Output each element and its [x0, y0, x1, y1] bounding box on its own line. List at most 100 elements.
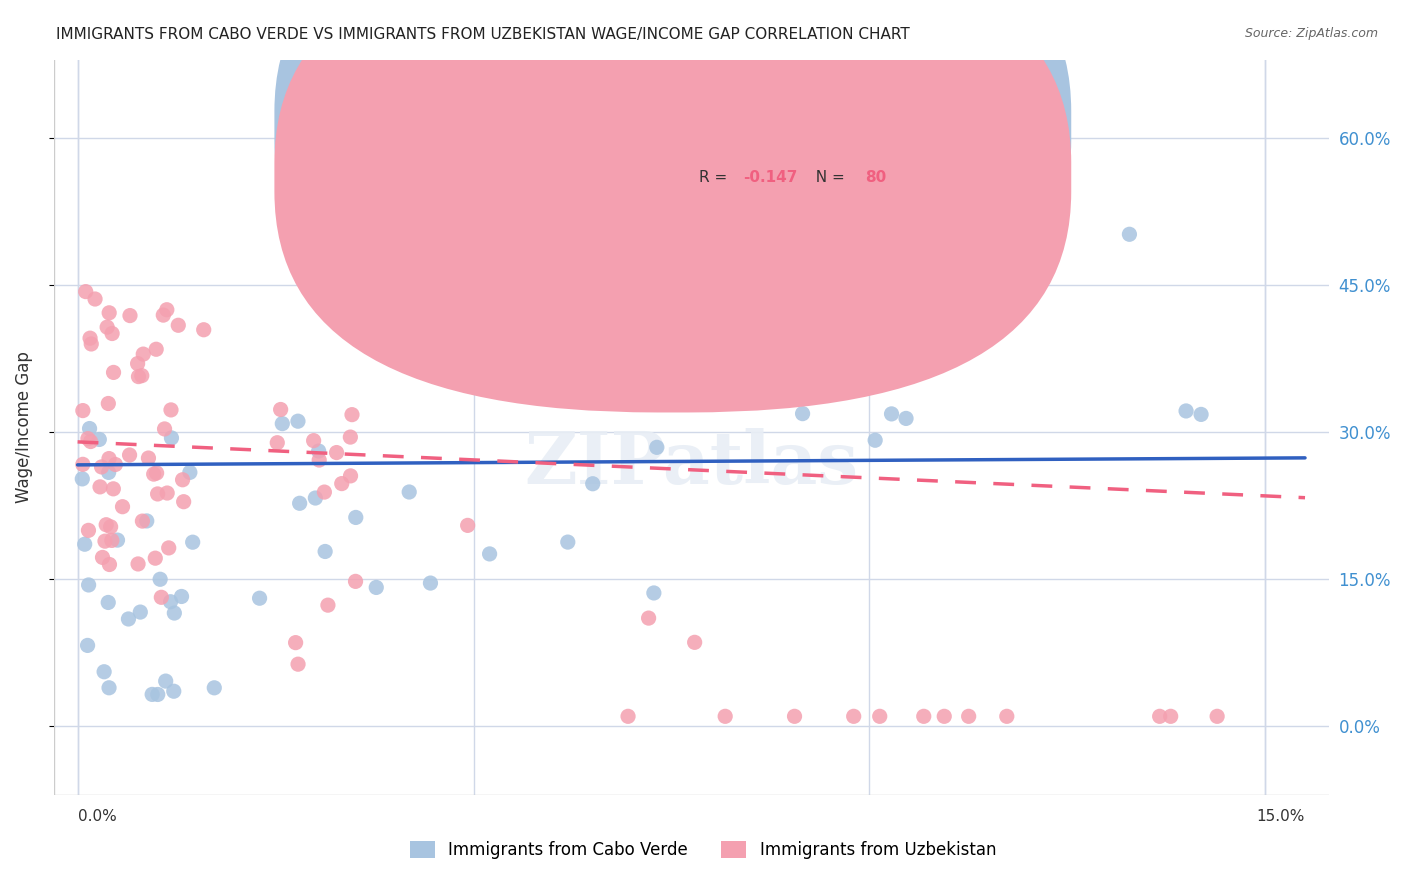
Point: [104, 458, 127, 472]
Point: [98, 451, 121, 466]
Point: [308, 453, 330, 467]
Point: [1149, 709, 1171, 723]
Point: [89, 433, 111, 447]
Point: [93, 665, 115, 679]
Point: [181, 535, 204, 549]
Point: [287, 414, 309, 428]
Point: [77, 578, 100, 592]
Point: [153, 422, 176, 436]
Point: [163, 684, 186, 698]
Legend: Immigrants from Cabo Verde, Immigrants from Uzbekistan: Immigrants from Cabo Verde, Immigrants f…: [404, 834, 1002, 866]
Y-axis label: Wage/Income Gap: Wage/Income Gap: [15, 351, 32, 503]
Point: [173, 494, 195, 508]
Point: [79, 331, 101, 345]
Point: [80, 337, 103, 351]
Point: [98, 681, 121, 695]
Point: [249, 591, 271, 606]
Point: [89, 480, 111, 494]
Text: IMMIGRANTS FROM CABO VERDE VS IMMIGRANTS FROM UZBEKISTAN WAGE/INCOME GAP CORRELA: IMMIGRANTS FROM CABO VERDE VS IMMIGRANTS…: [56, 27, 910, 42]
Point: [330, 476, 353, 491]
Point: [683, 635, 706, 649]
Point: [101, 533, 124, 548]
Point: [103, 366, 125, 380]
Point: [284, 635, 307, 649]
Point: [97, 595, 120, 609]
Point: [131, 368, 153, 383]
Point: [160, 431, 183, 445]
Point: [94, 534, 117, 549]
Point: [141, 687, 163, 701]
Point: [100, 520, 122, 534]
Point: [869, 709, 891, 723]
Point: [101, 326, 124, 341]
Point: [143, 551, 166, 566]
Point: [107, 533, 129, 547]
Text: 51: 51: [852, 119, 873, 133]
Text: R =: R =: [699, 169, 733, 185]
Point: [146, 487, 169, 501]
Point: [783, 709, 806, 723]
Point: [266, 435, 288, 450]
Point: [91, 550, 114, 565]
Point: [645, 440, 668, 454]
Point: [96, 320, 118, 334]
Point: [271, 417, 294, 431]
Point: [918, 301, 941, 316]
Point: [117, 612, 139, 626]
Point: [398, 485, 420, 500]
Point: [96, 517, 118, 532]
Point: [643, 586, 665, 600]
Text: ZIPatlas: ZIPatlas: [524, 428, 859, 500]
Point: [478, 547, 501, 561]
Text: 0.0%: 0.0%: [77, 809, 117, 824]
Point: [111, 500, 134, 514]
Point: [152, 308, 174, 322]
Point: [131, 514, 153, 528]
Point: [172, 473, 194, 487]
Point: [127, 557, 149, 571]
Point: [73, 537, 96, 551]
Point: [1206, 709, 1229, 723]
Point: [150, 591, 173, 605]
Point: [118, 309, 141, 323]
Point: [340, 408, 363, 422]
Point: [103, 482, 125, 496]
Point: [419, 576, 441, 591]
Point: [894, 411, 917, 425]
Point: [880, 407, 903, 421]
Text: R =: R =: [699, 119, 733, 133]
Point: [957, 709, 980, 723]
Point: [270, 402, 292, 417]
Point: [155, 674, 177, 689]
Point: [163, 606, 186, 620]
Point: [79, 421, 101, 435]
Point: [792, 407, 814, 421]
Point: [1175, 404, 1198, 418]
Point: [145, 343, 167, 357]
Point: [344, 574, 367, 589]
Point: [314, 485, 336, 500]
Point: [167, 318, 190, 333]
Point: [156, 302, 179, 317]
Point: [142, 467, 165, 482]
Point: [842, 709, 865, 723]
Point: [170, 590, 193, 604]
Text: 0.023: 0.023: [744, 119, 792, 133]
FancyBboxPatch shape: [274, 0, 1071, 412]
Point: [132, 347, 155, 361]
Point: [98, 306, 121, 320]
Point: [72, 458, 94, 472]
Point: [934, 709, 956, 723]
Point: [90, 459, 112, 474]
Text: -0.147: -0.147: [744, 169, 799, 185]
Point: [157, 541, 180, 555]
Point: [637, 611, 659, 625]
Point: [1118, 227, 1140, 242]
Point: [617, 709, 640, 723]
Point: [179, 466, 201, 480]
Text: 15.0%: 15.0%: [1257, 809, 1305, 824]
FancyBboxPatch shape: [274, 0, 1071, 361]
Point: [1189, 408, 1212, 422]
Point: [127, 357, 149, 371]
Point: [77, 524, 100, 538]
